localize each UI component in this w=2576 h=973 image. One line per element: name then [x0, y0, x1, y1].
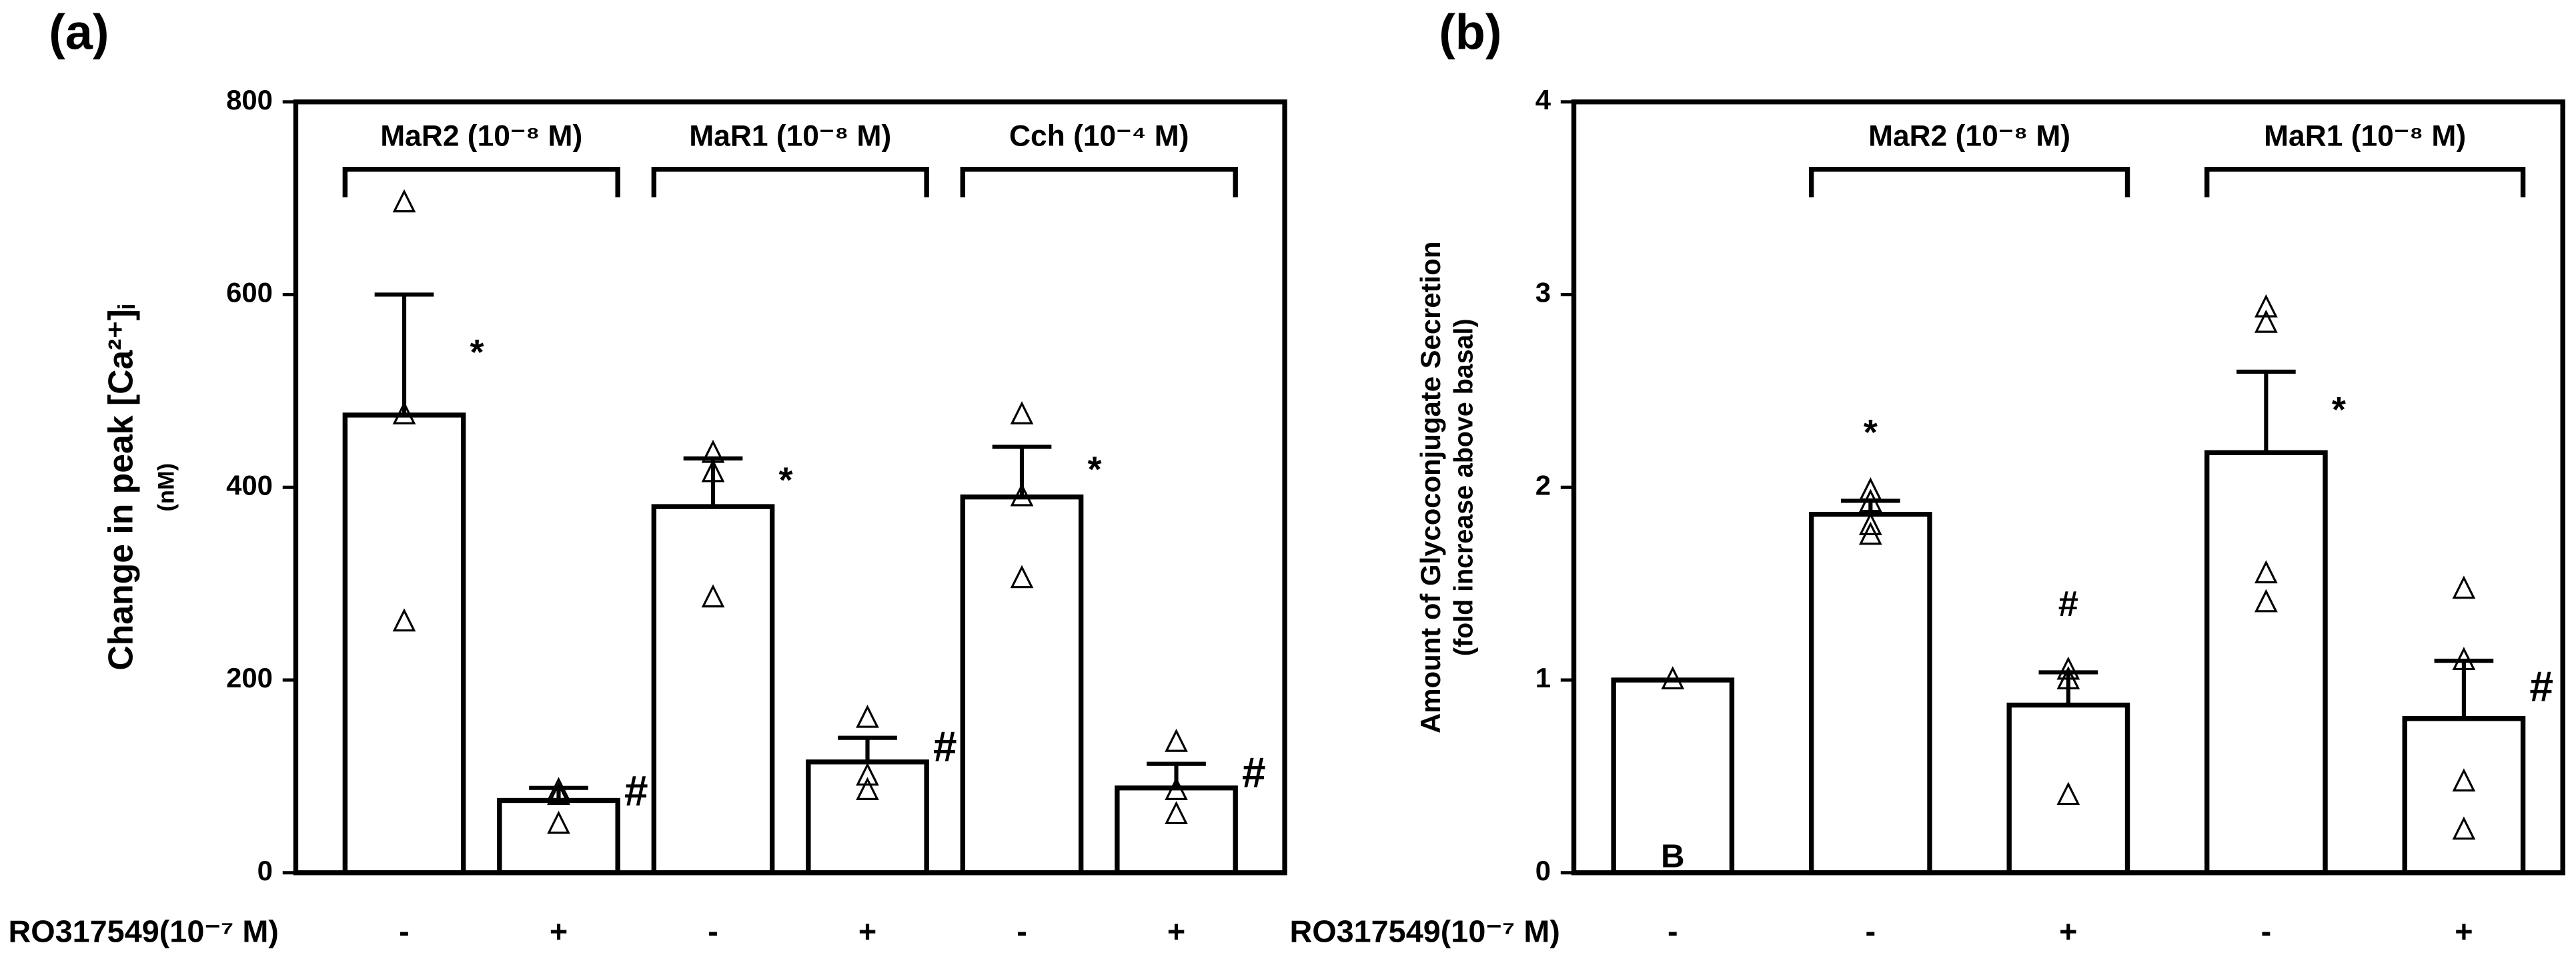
plot-frame	[293, 99, 1287, 876]
group-bracket	[960, 166, 1238, 198]
data-point	[2056, 781, 2080, 805]
x-tick-label: +	[2455, 914, 2473, 948]
data-point	[856, 762, 879, 786]
row-label: RO317549(10⁻⁷ M)	[1289, 914, 1559, 948]
data-point	[1165, 777, 1188, 800]
annotation: B	[1661, 838, 1685, 875]
bar	[1808, 511, 1932, 876]
x-tick-label: -	[1866, 914, 1876, 948]
bar	[2402, 716, 2526, 876]
data-point	[2056, 656, 2080, 680]
annotation: *	[1864, 412, 1878, 452]
data-point	[2255, 294, 2278, 318]
y-tick-label: 1	[1535, 662, 1551, 693]
annotation: *	[470, 332, 485, 372]
y-axis-label: Change in peak [Ca²⁺]ᵢ	[101, 304, 140, 671]
plot-frame	[1571, 99, 2565, 876]
data-point	[856, 777, 879, 800]
x-tick-label: +	[550, 914, 568, 948]
y-tick-label: 0	[1535, 855, 1551, 886]
annotation: #	[2529, 662, 2553, 710]
y-tick-label: 800	[226, 84, 273, 115]
data-point	[547, 777, 570, 800]
x-tick-label: -	[708, 914, 718, 948]
data-point	[2452, 816, 2476, 840]
x-tick-label: -	[1017, 914, 1027, 948]
group-bracket	[342, 166, 620, 198]
group-label: MaR1 (10⁻⁸ M)	[2264, 120, 2466, 153]
y-tick-label: 200	[226, 662, 273, 693]
data-point	[392, 189, 416, 213]
data-point	[701, 458, 725, 482]
y-tick-label: 600	[226, 277, 273, 308]
bar	[1611, 677, 1735, 876]
annotation: #	[1242, 749, 1266, 797]
y-tick-label: 0	[257, 855, 273, 886]
data-point	[2255, 560, 2278, 584]
annotation: *	[1088, 449, 1103, 489]
data-point	[856, 704, 879, 728]
data-point	[547, 810, 570, 834]
data-point	[1010, 401, 1034, 424]
y-tick-label: 4	[1535, 84, 1551, 115]
data-point	[1858, 489, 1882, 513]
panel-label: (b)	[1439, 5, 1501, 60]
data-point	[2255, 589, 2278, 613]
y-axis-unit: (fold increase above basal)	[1449, 318, 1478, 656]
bar	[651, 504, 775, 876]
bar	[960, 494, 1084, 876]
data-point	[1165, 729, 1188, 752]
y-axis-unit: (nM)	[153, 463, 179, 512]
annotation: #	[933, 723, 957, 771]
data-point	[1858, 512, 1882, 535]
x-tick-label: +	[858, 914, 876, 948]
y-tick-label: 400	[226, 469, 273, 501]
bar	[342, 412, 466, 876]
annotation: #	[624, 767, 648, 815]
group-bracket	[651, 166, 929, 198]
x-tick-label: -	[2261, 914, 2272, 948]
x-tick-label: -	[1668, 914, 1678, 948]
data-point	[392, 608, 416, 632]
data-point	[1661, 666, 1685, 689]
data-point	[2255, 309, 2278, 333]
group-label: MaR2 (10⁻⁸ M)	[380, 120, 582, 153]
data-point	[1858, 477, 1882, 501]
panel-label: (a)	[49, 5, 109, 60]
data-point	[2056, 666, 2080, 689]
group-label: MaR2 (10⁻⁸ M)	[1868, 120, 2070, 153]
y-axis-label: Amount of Glycoconjugate Secretion	[1415, 242, 1446, 733]
group-bracket	[2204, 166, 2526, 198]
data-point	[2452, 575, 2476, 599]
x-tick-label: -	[399, 914, 410, 948]
group-label: Cch (10⁻⁴ M)	[1009, 120, 1189, 153]
row-label: RO317549(10⁻⁷ M)	[8, 914, 278, 948]
data-point	[1010, 482, 1034, 507]
annotation: *	[2332, 390, 2347, 430]
bar	[2204, 450, 2328, 876]
data-point	[2452, 768, 2476, 791]
annotation: #	[2058, 584, 2078, 624]
data-point	[1858, 521, 1882, 545]
data-point	[1010, 565, 1034, 589]
data-point	[701, 584, 725, 608]
data-point	[2452, 647, 2476, 671]
bar	[1115, 785, 1238, 876]
x-tick-label: +	[2059, 914, 2077, 948]
data-point	[547, 781, 570, 805]
bar	[2006, 702, 2130, 876]
x-tick-label: +	[1167, 914, 1185, 948]
y-tick-label: 3	[1535, 277, 1551, 308]
data-point	[1165, 801, 1188, 825]
data-point	[392, 401, 416, 424]
annotation: *	[779, 460, 794, 500]
group-bracket	[1808, 166, 2130, 198]
group-label: MaR1 (10⁻⁸ M)	[689, 120, 891, 153]
y-tick-label: 2	[1535, 469, 1551, 501]
